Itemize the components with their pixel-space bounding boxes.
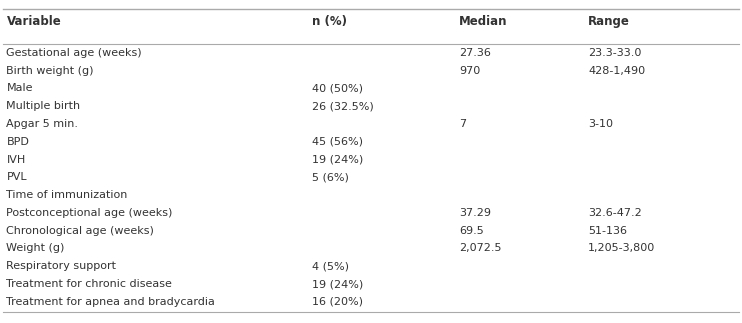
Text: Variable: Variable — [7, 16, 61, 28]
Text: Multiple birth: Multiple birth — [7, 101, 81, 111]
Text: BPD: BPD — [7, 137, 30, 147]
Text: 19 (24%): 19 (24%) — [312, 279, 364, 289]
Text: 32.6-47.2: 32.6-47.2 — [588, 208, 642, 218]
Text: 4 (5%): 4 (5%) — [312, 261, 349, 271]
Text: n (%): n (%) — [312, 16, 347, 28]
Text: Weight (g): Weight (g) — [7, 244, 65, 254]
Text: 3-10: 3-10 — [588, 119, 613, 129]
Text: 45 (56%): 45 (56%) — [312, 137, 363, 147]
Text: 69.5: 69.5 — [459, 226, 484, 236]
Text: Postconceptional age (weeks): Postconceptional age (weeks) — [7, 208, 173, 218]
Text: 40 (50%): 40 (50%) — [312, 83, 363, 93]
Text: Respiratory support: Respiratory support — [7, 261, 116, 271]
Text: Median: Median — [459, 16, 508, 28]
Text: Treatment for chronic disease: Treatment for chronic disease — [7, 279, 172, 289]
Text: 19 (24%): 19 (24%) — [312, 155, 364, 165]
Text: 16 (20%): 16 (20%) — [312, 297, 363, 307]
Text: 5 (6%): 5 (6%) — [312, 172, 349, 182]
Text: 27.36: 27.36 — [459, 48, 491, 58]
Text: Gestational age (weeks): Gestational age (weeks) — [7, 48, 142, 58]
Text: Birth weight (g): Birth weight (g) — [7, 66, 94, 76]
Text: IVH: IVH — [7, 155, 26, 165]
Text: Time of immunization: Time of immunization — [7, 190, 128, 200]
Text: 37.29: 37.29 — [459, 208, 491, 218]
Text: PVL: PVL — [7, 172, 27, 182]
Text: 1,205-3,800: 1,205-3,800 — [588, 244, 655, 254]
Text: Chronological age (weeks): Chronological age (weeks) — [7, 226, 154, 236]
Text: 7: 7 — [459, 119, 467, 129]
Text: Range: Range — [588, 16, 630, 28]
Text: 428-1,490: 428-1,490 — [588, 66, 646, 76]
Text: 26 (32.5%): 26 (32.5%) — [312, 101, 374, 111]
Text: 2,072.5: 2,072.5 — [459, 244, 502, 254]
Text: 51-136: 51-136 — [588, 226, 627, 236]
Text: Apgar 5 min.: Apgar 5 min. — [7, 119, 79, 129]
Text: Treatment for apnea and bradycardia: Treatment for apnea and bradycardia — [7, 297, 215, 307]
Text: 970: 970 — [459, 66, 481, 76]
Text: Male: Male — [7, 83, 33, 93]
Text: 23.3-33.0: 23.3-33.0 — [588, 48, 642, 58]
